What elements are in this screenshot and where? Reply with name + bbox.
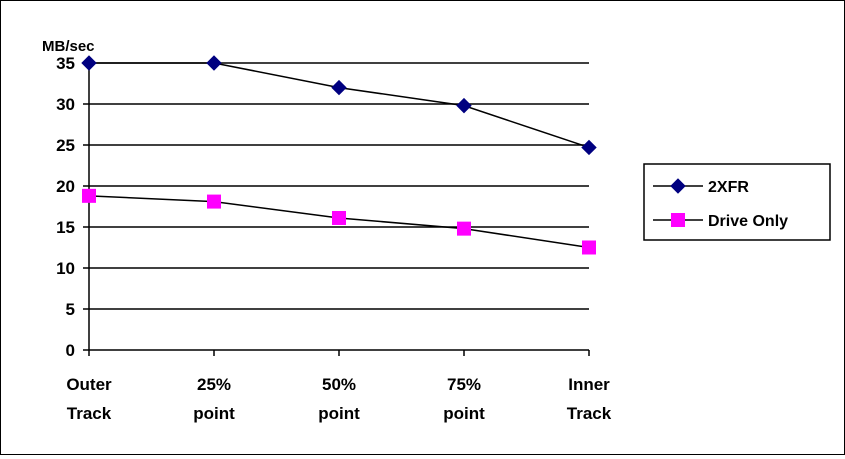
data-point-0 xyxy=(581,139,597,156)
data-point-1 xyxy=(582,240,596,255)
y-tick-label: 25 xyxy=(56,136,75,155)
x-tick-label: Outer xyxy=(66,375,112,394)
y-tick-label: 20 xyxy=(56,177,75,196)
data-point-0 xyxy=(456,97,472,114)
y-tick-label: 5 xyxy=(66,300,75,319)
x-tick-label: point xyxy=(443,404,485,423)
legend-label: 2XFR xyxy=(708,179,749,196)
x-tick-label: Track xyxy=(67,404,112,423)
legend-marker xyxy=(670,178,686,194)
x-tick-label: Track xyxy=(567,404,612,423)
x-tick-label: 50% xyxy=(322,375,356,394)
data-point-0 xyxy=(206,55,222,71)
x-tick-label: Inner xyxy=(568,375,610,394)
legend-marker xyxy=(671,213,685,227)
x-tick-label: point xyxy=(193,404,235,423)
data-point-1 xyxy=(207,194,221,209)
y-tick-label: 10 xyxy=(56,259,75,278)
series-line-0 xyxy=(89,62,590,149)
x-tick-label: 25% xyxy=(197,375,231,394)
data-point-1 xyxy=(457,221,471,236)
data-point-1 xyxy=(82,188,96,203)
legend xyxy=(643,163,831,241)
y-tick-label: 15 xyxy=(56,218,75,237)
legend-label: Drive Only xyxy=(708,213,788,230)
y-axis-label: MB/sec xyxy=(42,38,95,55)
data-point-1 xyxy=(332,210,346,225)
y-tick-label: 35 xyxy=(56,54,75,73)
y-tick-label: 0 xyxy=(66,341,75,360)
data-point-0 xyxy=(81,55,97,71)
y-tick-label: 30 xyxy=(56,95,75,114)
data-point-0 xyxy=(331,79,347,96)
x-tick-label: 75% xyxy=(447,375,481,394)
x-tick-label: point xyxy=(318,404,360,423)
